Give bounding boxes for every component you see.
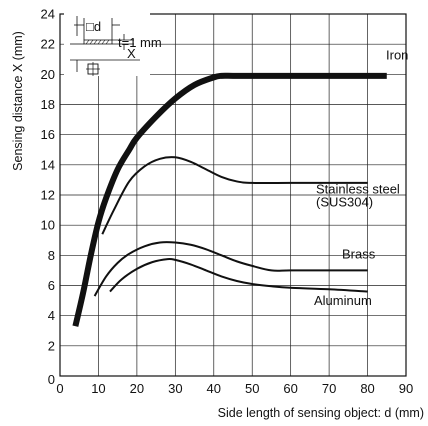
series-label: (SUS304) xyxy=(316,194,373,209)
y-tick-label: 6 xyxy=(48,278,55,293)
y-tick-label: 18 xyxy=(41,97,55,112)
sensing-object-diagram: □d X t=1 mm xyxy=(64,12,162,76)
x-axis-label: Side length of sensing object: d (mm) xyxy=(218,406,424,420)
y-tick-label: 16 xyxy=(41,127,55,142)
x-tick-label: 10 xyxy=(91,381,105,396)
x-tick-label: 80 xyxy=(360,381,374,396)
plot-frame xyxy=(59,13,407,377)
x-tick-label: 50 xyxy=(245,381,259,396)
series-label: Iron xyxy=(386,47,408,62)
y-tick-label: 2 xyxy=(48,338,55,353)
y-tick-label: 24 xyxy=(41,7,55,22)
series-line-brass xyxy=(93,241,368,297)
x-tick-label: 30 xyxy=(168,381,182,396)
series-label: Brass xyxy=(342,246,376,261)
series-label: Aluminum xyxy=(314,293,372,308)
x-tick-label: 20 xyxy=(130,381,144,396)
y-tick-label: 20 xyxy=(41,67,55,82)
y-tick-label: 14 xyxy=(41,157,55,172)
x-tick-label: 60 xyxy=(283,381,297,396)
y-axis-label: Sensing distance X (mm) xyxy=(11,31,25,171)
x-tick-label: 70 xyxy=(322,381,336,396)
x-tick-label: 40 xyxy=(207,381,221,396)
x-tick-label: 0 xyxy=(56,381,63,396)
series-line-stainless-steel-sus304 xyxy=(101,156,368,235)
inset-d-label: □d xyxy=(86,19,101,34)
series-line-aluminum xyxy=(109,257,368,293)
y-tick-label: 8 xyxy=(48,248,55,263)
inset-thickness-label: t=1 mm xyxy=(118,35,162,50)
series-lines xyxy=(72,72,387,327)
y-tick-label: 4 xyxy=(48,308,55,323)
y-tick-label: 22 xyxy=(41,37,55,52)
y-tick-label: 10 xyxy=(41,218,55,233)
y-tick-label: 12 xyxy=(41,188,55,203)
x-tick-label: 90 xyxy=(399,381,413,396)
series-label: Stainless steel xyxy=(316,181,400,196)
series-labels: Iron Stainless steel(SUS304) Brass Aluminum xyxy=(314,47,408,308)
series-line-iron xyxy=(72,72,387,327)
origin-label: 0 xyxy=(48,372,55,387)
inset-x-label: X xyxy=(127,46,136,61)
